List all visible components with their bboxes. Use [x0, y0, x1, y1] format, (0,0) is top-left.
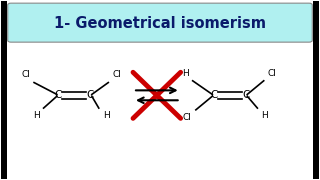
Text: Cl: Cl [21, 70, 30, 79]
Text: H: H [33, 111, 39, 120]
Text: 1- Geometrical isomerism: 1- Geometrical isomerism [54, 16, 266, 31]
Text: H: H [182, 69, 188, 78]
Text: Cl: Cl [268, 69, 277, 78]
Text: Cl: Cl [112, 70, 121, 79]
Text: C: C [242, 90, 249, 100]
Text: C: C [210, 90, 218, 100]
Text: H: H [103, 111, 110, 120]
Text: C: C [55, 90, 62, 100]
Bar [313, 1, 319, 179]
Bar [1, 1, 7, 179]
Text: Cl: Cl [183, 113, 192, 122]
Text: C: C [86, 90, 94, 100]
FancyBboxPatch shape [8, 3, 312, 42]
Text: H: H [261, 111, 268, 120]
